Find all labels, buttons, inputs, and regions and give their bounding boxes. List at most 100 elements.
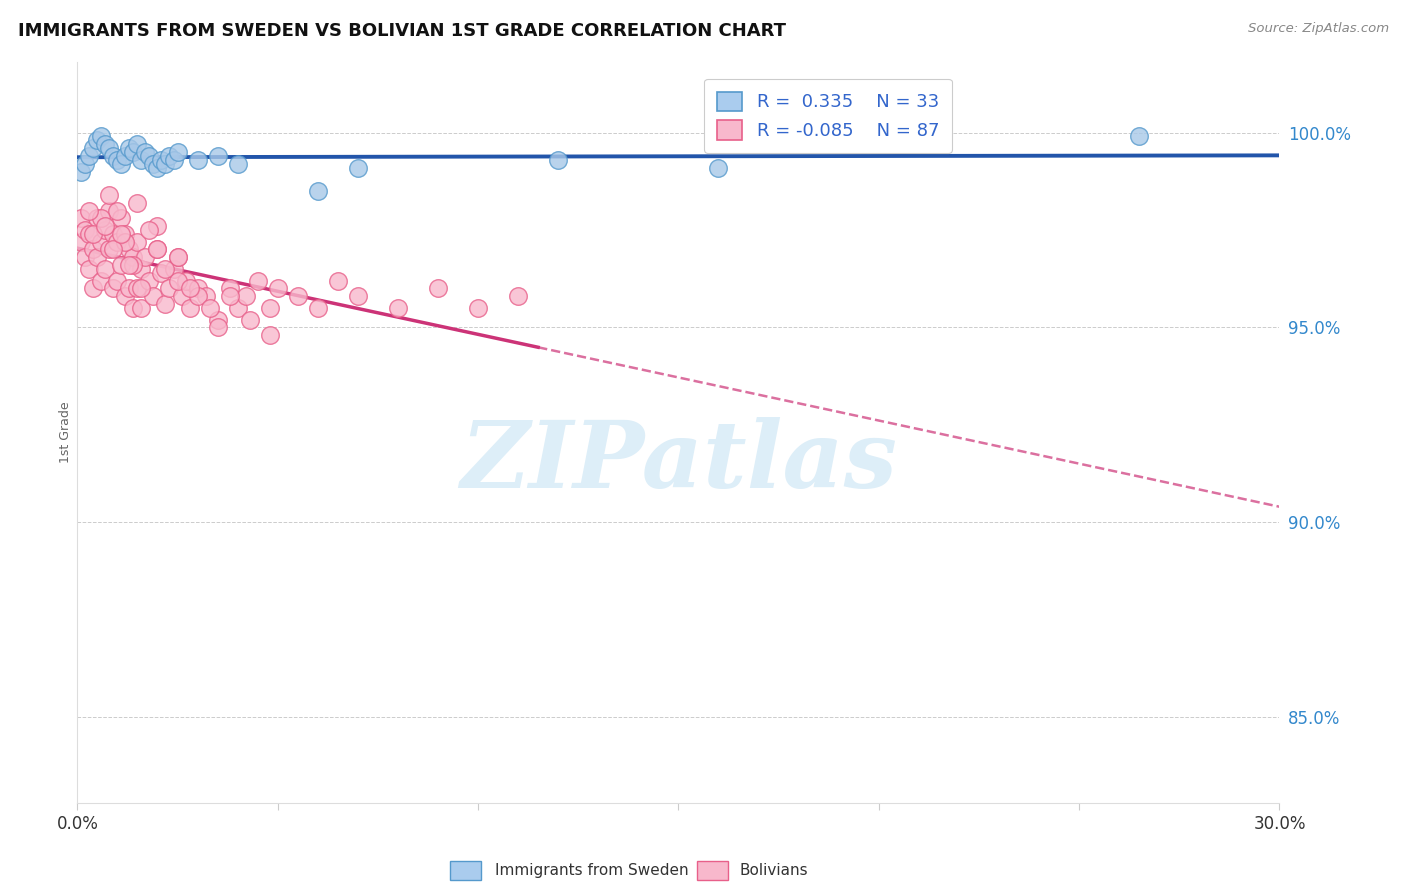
Point	[94, 219, 117, 233]
Point	[179, 301, 201, 315]
Point	[218, 289, 240, 303]
Point	[259, 301, 281, 315]
Text: Immigrants from Sweden: Immigrants from Sweden	[495, 863, 689, 878]
Point	[267, 281, 290, 295]
Point	[110, 258, 132, 272]
Point	[127, 235, 149, 249]
Point	[82, 141, 104, 155]
Point	[138, 223, 160, 237]
Point	[79, 149, 101, 163]
Point	[307, 184, 329, 198]
Point	[122, 250, 145, 264]
Point	[118, 281, 141, 295]
Point	[98, 188, 121, 202]
Point	[146, 243, 169, 257]
Point	[107, 235, 129, 249]
Point	[146, 161, 169, 175]
Point	[107, 203, 129, 218]
Point	[114, 149, 136, 163]
Point	[707, 161, 730, 175]
Point	[79, 262, 101, 277]
Point	[142, 289, 165, 303]
Point	[70, 235, 93, 249]
Text: Bolivians: Bolivians	[740, 863, 808, 878]
Point	[131, 262, 153, 277]
Point	[235, 289, 257, 303]
Text: Source: ZipAtlas.com: Source: ZipAtlas.com	[1249, 22, 1389, 36]
Point	[110, 211, 132, 226]
Point	[131, 281, 153, 295]
Point	[134, 250, 156, 264]
Point	[94, 262, 117, 277]
Point	[146, 219, 169, 233]
Point	[134, 145, 156, 159]
Point	[79, 227, 101, 241]
Point	[307, 301, 329, 315]
Point	[86, 133, 108, 147]
Point	[155, 157, 177, 171]
Point	[159, 281, 181, 295]
Point	[162, 262, 184, 277]
Text: IMMIGRANTS FROM SWEDEN VS BOLIVIAN 1ST GRADE CORRELATION CHART: IMMIGRANTS FROM SWEDEN VS BOLIVIAN 1ST G…	[18, 22, 786, 40]
Point	[127, 281, 149, 295]
Point	[246, 274, 269, 288]
Point	[114, 227, 136, 241]
Point	[103, 149, 125, 163]
Point	[131, 301, 153, 315]
Point	[326, 274, 349, 288]
Point	[142, 157, 165, 171]
Point	[79, 203, 101, 218]
Point	[226, 301, 249, 315]
Point	[131, 153, 153, 167]
Point	[166, 250, 188, 264]
Point	[347, 289, 370, 303]
Point	[110, 227, 132, 241]
Point	[146, 243, 169, 257]
Point	[287, 289, 309, 303]
Point	[207, 149, 229, 163]
Point	[107, 153, 129, 167]
Point	[347, 161, 370, 175]
Point	[138, 274, 160, 288]
Point	[467, 301, 489, 315]
Point	[90, 129, 112, 144]
Point	[103, 227, 125, 241]
Legend: R =  0.335    N = 33, R = -0.085    N = 87: R = 0.335 N = 33, R = -0.085 N = 87	[704, 78, 952, 153]
Point	[118, 141, 141, 155]
Point	[114, 235, 136, 249]
Point	[162, 153, 184, 167]
Point	[118, 243, 141, 257]
Point	[82, 227, 104, 241]
Point	[122, 145, 145, 159]
Point	[70, 211, 93, 226]
Point	[187, 281, 209, 295]
Point	[155, 297, 177, 311]
Point	[187, 153, 209, 167]
Point	[150, 153, 173, 167]
Point	[198, 301, 221, 315]
Point	[150, 266, 173, 280]
Point	[90, 211, 112, 226]
Point	[174, 274, 197, 288]
Point	[159, 149, 181, 163]
Point	[259, 328, 281, 343]
Point	[427, 281, 450, 295]
Point	[98, 141, 121, 155]
Point	[98, 243, 121, 257]
Y-axis label: 1st Grade: 1st Grade	[59, 401, 72, 464]
Point	[94, 137, 117, 152]
Point	[75, 223, 97, 237]
Point	[75, 250, 97, 264]
Point	[1128, 129, 1150, 144]
Point	[226, 157, 249, 171]
Point	[118, 258, 141, 272]
Point	[166, 145, 188, 159]
Point	[170, 289, 193, 303]
Point	[194, 289, 217, 303]
Point	[86, 250, 108, 264]
Point	[207, 320, 229, 334]
Point	[387, 301, 409, 315]
Point	[138, 149, 160, 163]
Text: ZIPatlas: ZIPatlas	[460, 417, 897, 508]
Point	[508, 289, 530, 303]
